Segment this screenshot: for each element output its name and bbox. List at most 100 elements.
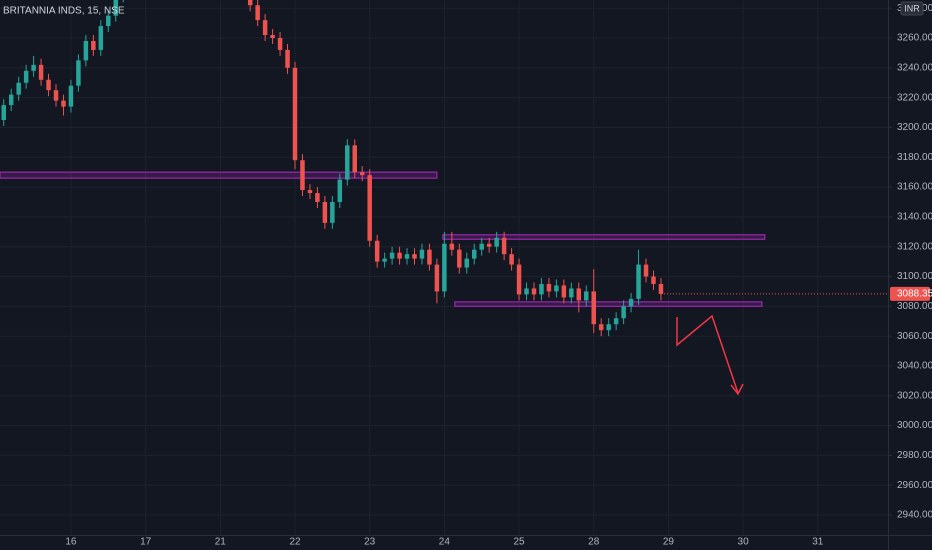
candle-body	[374, 240, 380, 262]
candle-body	[434, 264, 440, 292]
currency-badge	[900, 1, 924, 16]
forecast-arrow	[676, 314, 744, 396]
y-tick-label: 3080.00	[897, 301, 932, 312]
candle-body	[382, 258, 387, 262]
candle-body	[106, 15, 111, 27]
x-tick-label: 30	[738, 537, 750, 548]
x-tick-label: 23	[364, 537, 376, 548]
candle-body	[91, 40, 96, 50]
candle-body	[8, 94, 14, 106]
candle-body	[658, 283, 664, 294]
candle-body	[247, 0, 253, 6]
candle-body	[359, 172, 365, 176]
x-tick-label: 28	[588, 537, 600, 548]
candle-body	[315, 193, 320, 202]
y-tick-label: 3000.00	[897, 420, 932, 431]
candle-body	[352, 145, 357, 173]
y-tick-label: 3100.00	[897, 271, 932, 282]
arrow-head	[730, 383, 744, 396]
candle-body	[516, 264, 522, 295]
arrow-path	[676, 314, 739, 394]
candle-body	[113, 0, 119, 16]
candle-body	[651, 276, 656, 284]
x-tick-label: 22	[289, 537, 301, 548]
candle-body	[457, 249, 462, 268]
candle-body	[38, 64, 44, 80]
y-tick-label: 3200.00	[897, 122, 932, 133]
candle-body	[554, 285, 559, 292]
candle-body	[404, 254, 410, 259]
candle-body	[389, 252, 395, 259]
candle-body	[427, 249, 432, 265]
candle-body	[576, 288, 582, 301]
y-tick-label: 3060.00	[897, 331, 932, 342]
candle-body	[61, 100, 66, 107]
candle-body	[53, 90, 59, 101]
y-tick-label: 3120.00	[897, 241, 932, 252]
x-tick-label: 31	[812, 537, 824, 548]
candle-body	[412, 254, 417, 259]
candle-body	[262, 20, 268, 36]
chart-title: BRITANNIA INDS, 15, NSE	[3, 6, 125, 17]
zone	[0, 171, 438, 179]
candle-body	[337, 179, 343, 202]
candle-body	[494, 237, 499, 247]
candle-body	[598, 324, 604, 331]
last-price-label: 3088.35	[897, 289, 932, 300]
y-tick-label: 3180.00	[897, 152, 932, 163]
y-tick-label: 3220.00	[897, 92, 932, 103]
y-tick-label: 2980.00	[897, 450, 932, 461]
x-tick-label: 16	[65, 537, 77, 548]
candle-body	[255, 5, 260, 21]
y-tick-label: 3160.00	[897, 182, 932, 193]
x-tick-label: 24	[439, 537, 451, 548]
candle-body	[345, 145, 350, 180]
candle-body	[561, 285, 567, 298]
y-tick-label: 3140.00	[897, 212, 932, 223]
candle-body	[270, 35, 275, 39]
candle-body	[31, 64, 36, 71]
candle-body	[68, 85, 74, 107]
candle-body	[277, 38, 283, 50]
candle-body	[98, 26, 104, 50]
candle-body	[501, 237, 507, 255]
candle-body	[367, 175, 372, 241]
candle-body	[16, 82, 21, 95]
candle-body	[524, 288, 529, 295]
candle-body	[464, 258, 470, 268]
candle-body	[479, 243, 484, 250]
candle-body	[531, 288, 537, 295]
y-tick-label: 3020.00	[897, 390, 932, 401]
candle-body	[486, 243, 492, 247]
candle-body	[397, 252, 402, 259]
candle-body	[613, 318, 619, 325]
zone	[442, 234, 766, 240]
candle-body	[83, 40, 89, 61]
candle-body	[569, 288, 574, 298]
candle-body	[419, 249, 425, 259]
currency-label: INR	[904, 3, 920, 13]
candle-body	[46, 79, 51, 91]
candle-body	[472, 249, 477, 259]
candle-body	[300, 160, 305, 191]
candle-body	[292, 67, 298, 161]
candle-body	[23, 70, 29, 83]
last-price-badge	[890, 286, 930, 301]
candle-body	[442, 243, 447, 292]
y-tick-label: 3240.00	[897, 62, 932, 73]
x-tick-label: 21	[215, 537, 227, 548]
candle-body	[546, 283, 552, 292]
candle-body	[539, 283, 544, 295]
candle-body	[636, 264, 641, 299]
y-tick-label: 3040.00	[897, 361, 932, 372]
y-tick-label: 2940.00	[897, 510, 932, 521]
candle-body	[628, 298, 634, 307]
plot-area	[0, 0, 888, 535]
x-tick-label: 25	[513, 537, 525, 548]
candle-body	[509, 254, 514, 265]
candle-body	[322, 201, 328, 223]
candle-body	[591, 291, 596, 325]
y-tick-label: 2960.00	[897, 480, 932, 491]
